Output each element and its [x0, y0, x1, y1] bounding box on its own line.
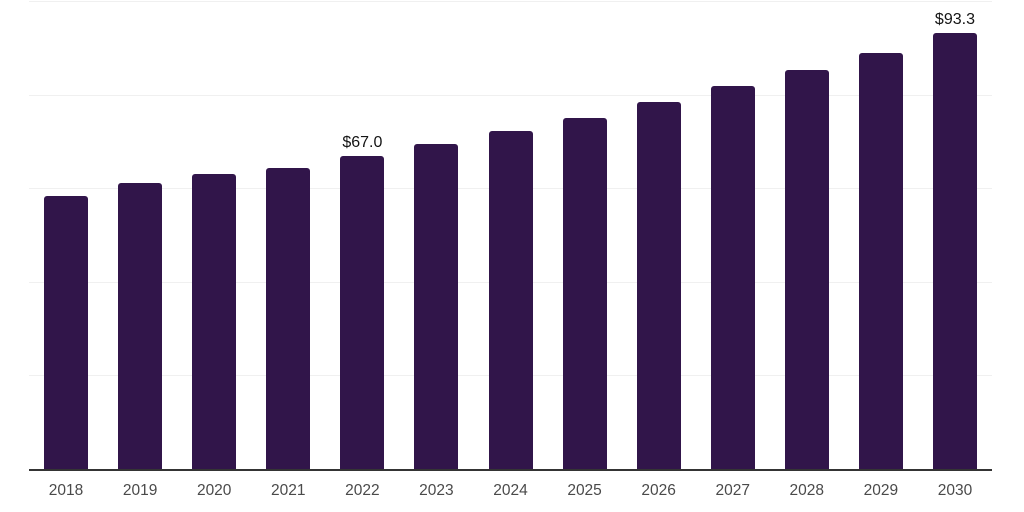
data-label-2030: $93.3	[934, 11, 975, 29]
bar-2023	[414, 143, 459, 470]
x-tick-label-2027: 2027	[715, 482, 750, 499]
x-tick-label-2026: 2026	[641, 482, 676, 499]
bar-2030	[932, 33, 977, 470]
bar-2022	[340, 156, 385, 470]
gridline	[29, 94, 992, 96]
bar-2029	[858, 52, 903, 470]
bar-2021	[266, 168, 311, 470]
bar-2020	[192, 174, 237, 470]
gridline	[29, 1, 992, 2]
plot-area: $67.0 $93.3	[29, 0, 992, 471]
x-tick-label-2028: 2028	[789, 482, 825, 499]
bar-2018	[44, 195, 89, 470]
x-tick-label-2019: 2019	[122, 482, 158, 499]
bar-2024	[488, 131, 533, 470]
bar-2026	[636, 101, 681, 470]
x-tick-label-2022: 2022	[345, 482, 380, 499]
bar-2019	[118, 183, 163, 470]
x-tick-label-2025: 2025	[567, 482, 602, 499]
x-tick-label-2030: 2030	[937, 482, 973, 499]
x-tick-label-2029: 2029	[863, 482, 899, 499]
x-tick-label-2020: 2020	[196, 482, 232, 499]
x-axis-labels: 2018 2019 2020 2021 2022 2023 2024 2025 2026 2027…	[29, 482, 992, 504]
x-tick-label-2018: 2018	[48, 482, 84, 499]
data-label-2022: $67.0	[342, 134, 383, 152]
bar-2028	[784, 69, 829, 470]
x-tick-label-2024: 2024	[493, 482, 528, 499]
x-tick-label-2021: 2021	[271, 482, 306, 499]
x-axis-line	[29, 469, 992, 471]
bar-2027	[710, 86, 755, 470]
x-tick-label-2023: 2023	[419, 482, 454, 499]
bar-2025	[562, 117, 607, 470]
